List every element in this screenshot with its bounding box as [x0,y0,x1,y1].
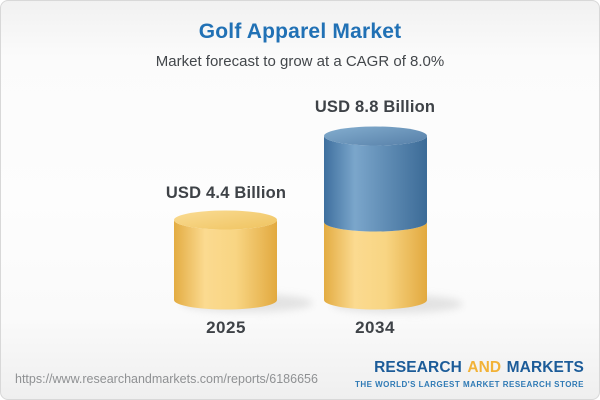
logo-tagline: THE WORLD'S LARGEST MARKET RESEARCH STOR… [355,379,584,389]
cylinder-2034-base-segment [324,222,427,310]
cylinder-2025 [174,210,277,310]
logo-word-research: RESEARCH [374,359,462,376]
logo-wordmark: RESEARCH AND MARKETS [355,360,584,376]
logo-word-and: AND [467,359,502,376]
cylinder-2034 [324,126,427,310]
x-axis-label-2025: 2025 [206,318,246,337]
bar-value-label-2025: USD 4.4 Billion [165,184,287,202]
x-axis-label-2034: 2034 [355,318,395,337]
logo-word-markets: MARKETS [506,359,584,376]
report-url: https://www.researchandmarkets.com/repor… [15,372,318,386]
research-and-markets-logo: RESEARCH AND MARKETS THE WORLD'S LARGEST… [355,360,584,389]
cylinder-2034-growth-segment [324,126,427,232]
chart-subtitle: Market forecast to grow at a CAGR of 8.0… [155,53,445,70]
bar-value-label-2034: USD 8.8 Billion [314,98,436,116]
chart-title: Golf Apparel Market [198,20,402,43]
